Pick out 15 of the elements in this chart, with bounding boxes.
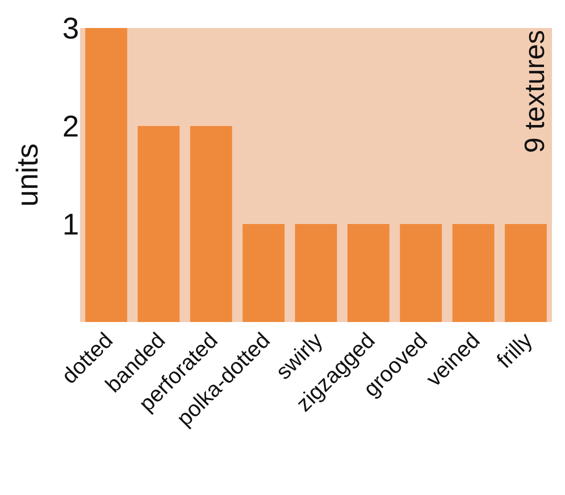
bar (138, 126, 180, 322)
x-tick-label: frilly (492, 328, 538, 373)
bar (85, 28, 128, 322)
bar (347, 224, 390, 322)
y-axis-title: units (11, 143, 44, 207)
y-tick-label: 3 (62, 12, 79, 46)
bar (504, 224, 547, 322)
bar (295, 224, 337, 322)
annotation: 9 textures (519, 30, 550, 153)
bar (190, 126, 232, 322)
bar (242, 224, 285, 322)
bar (400, 224, 442, 322)
y-tick-label: 2 (62, 110, 79, 144)
y-tick-label: 1 (62, 208, 79, 242)
bar (452, 224, 494, 322)
